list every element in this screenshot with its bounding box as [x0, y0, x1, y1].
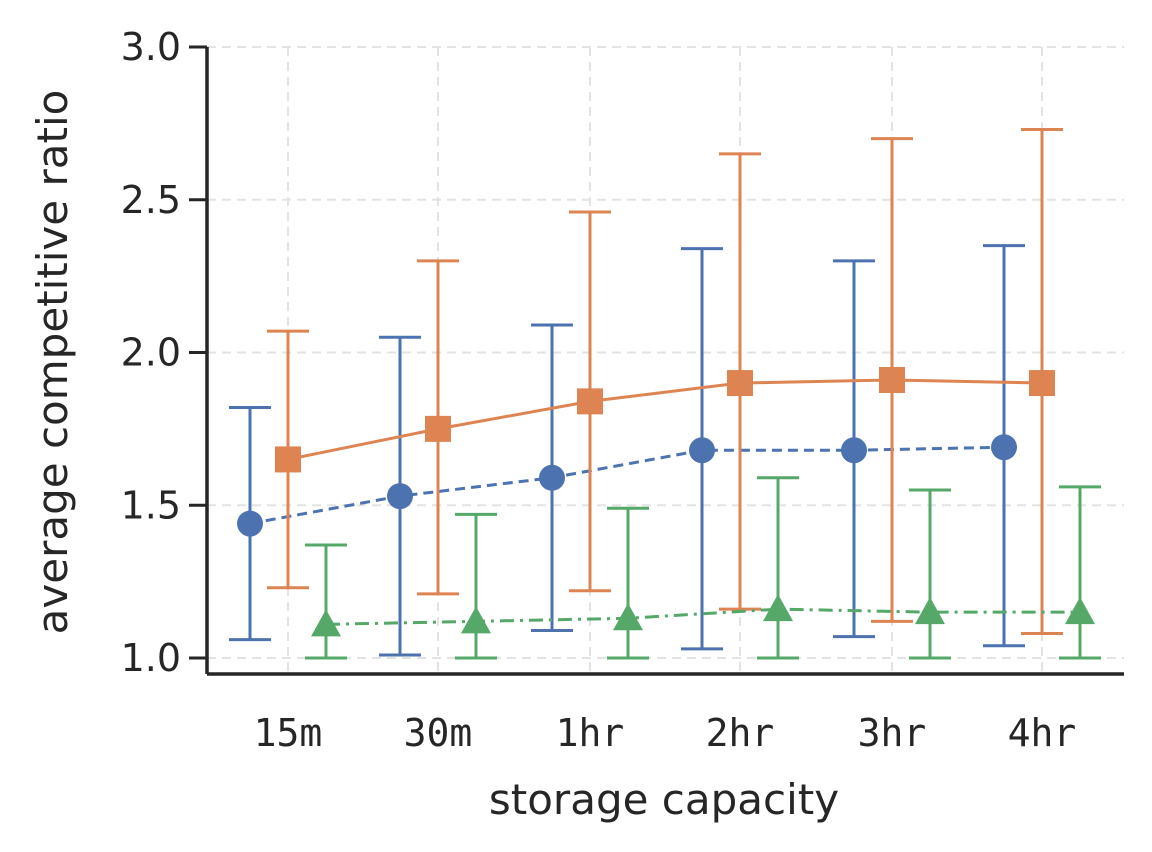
data-point-triangle: [763, 594, 793, 622]
series-blue-circle-dashed: [229, 244, 1025, 657]
data-point-circle: [387, 483, 413, 510]
data-point-square: [879, 366, 905, 393]
y-axis-label: average competitive ratio: [28, 90, 77, 635]
ticks: 1.0 1.5 2.0 2.5 3.0 15m 30m 1hr 2hr 3hr 4hr: [121, 25, 1077, 755]
data-point-circle: [539, 464, 565, 491]
data-point-triangle: [613, 603, 643, 631]
series-orange-square-solid: [267, 127, 1063, 636]
y-tick-label: 3.0: [121, 25, 181, 69]
grid: [207, 46, 1124, 674]
x-tick-label: 1hr: [556, 711, 625, 755]
data-point-triangle: [461, 606, 491, 634]
axes: [205, 47, 1124, 676]
x-tick-label: 4hr: [1008, 711, 1077, 755]
y-tick-label: 1.0: [121, 636, 181, 680]
data-point-circle: [991, 434, 1017, 461]
data-point-circle: [689, 437, 715, 464]
data-point-square: [275, 446, 301, 473]
y-tick-label: 1.5: [121, 483, 181, 527]
data-point-square: [727, 370, 753, 397]
series-green-triangle-dashdot: [305, 476, 1101, 660]
x-tick-label: 3hr: [858, 711, 927, 755]
series-line: [325, 607, 1080, 626]
data-point-square: [577, 388, 603, 415]
x-tick-label: 30m: [404, 711, 473, 755]
y-tick-label: 2.0: [121, 331, 181, 375]
data-point-circle: [237, 510, 263, 537]
data-point-square: [1029, 370, 1055, 397]
x-axis-label: storage capacity: [489, 775, 839, 824]
y-tick-label: 2.5: [121, 178, 181, 222]
x-tick-label: 2hr: [706, 711, 775, 755]
data-point-square: [425, 415, 451, 442]
data-point-triangle: [915, 597, 945, 625]
plot-area: [229, 127, 1101, 660]
x-tick-label: 15m: [254, 711, 323, 755]
data-point-triangle: [311, 609, 341, 637]
data-point-triangle: [1065, 597, 1095, 625]
data-point-circle: [841, 437, 867, 464]
series-line: [287, 378, 1043, 461]
